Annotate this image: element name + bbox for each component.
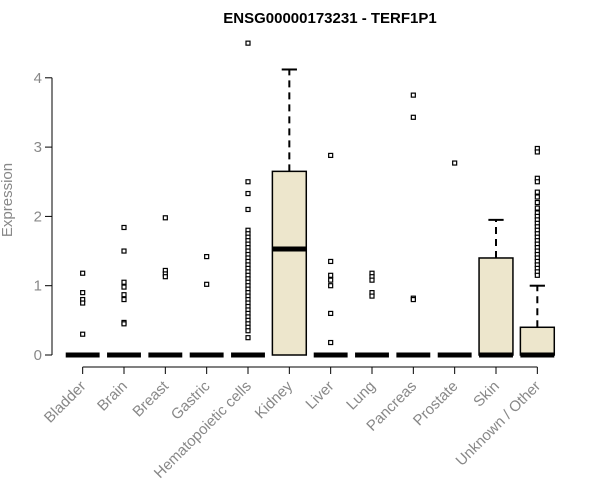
outlier-point [162, 274, 168, 280]
outlier-point [534, 149, 540, 155]
y-tick-label: 2 [34, 208, 42, 225]
x-tick-label: Bladder [41, 378, 90, 427]
chart-title: ENSG00000173231 - TERF1P1 [223, 10, 436, 27]
outlier-point [121, 296, 127, 303]
box-unknown-other [519, 145, 556, 358]
outlier-point [245, 40, 251, 46]
box-lung [355, 270, 389, 358]
y-tick-label: 4 [34, 70, 42, 87]
outlier-point [80, 290, 86, 296]
outlier-point [328, 258, 334, 265]
box-gastric [189, 253, 224, 358]
outlier-point [328, 310, 334, 317]
outlier-point [245, 328, 251, 334]
outlier-point [328, 152, 334, 159]
boxes-layer [65, 40, 556, 358]
x-tick-label: Breast [129, 377, 172, 420]
outlier-point [452, 160, 458, 166]
box-kidney [271, 68, 308, 356]
outlier-point [410, 114, 416, 120]
box-body [271, 170, 308, 356]
outlier-point [410, 296, 416, 303]
outlier-point [328, 277, 334, 283]
outlier-point [410, 92, 416, 98]
outlier-point [245, 190, 251, 197]
outlier-point [534, 189, 540, 195]
outlier-point [534, 179, 540, 185]
outlier-point [80, 270, 86, 276]
outlier-point [121, 284, 127, 290]
y-tick-label: 0 [34, 347, 42, 364]
outlier-point [328, 283, 334, 289]
x-tick-label: Kidney [252, 377, 297, 422]
outlier-point [121, 321, 127, 327]
outlier-point [204, 253, 210, 260]
y-axis: 0 1 2 3 4 [34, 70, 53, 364]
outlier-point [534, 205, 540, 211]
outlier-point [369, 277, 375, 283]
y-tick-label: 1 [34, 278, 42, 295]
box-pancreas [396, 92, 431, 358]
box-bladder [65, 270, 100, 358]
outlier-point [162, 215, 168, 221]
outlier-point [121, 248, 127, 254]
x-tick-label: Prostate [410, 378, 462, 430]
box-brain [107, 224, 141, 358]
outlier-point [328, 339, 334, 346]
box-breast [148, 215, 183, 358]
x-tick-label: Liver [302, 378, 337, 413]
box-body [519, 326, 556, 356]
y-axis-title: Expression [0, 163, 16, 237]
outlier-point [328, 272, 334, 278]
outlier-point [534, 194, 540, 200]
y-tick-label: 3 [34, 139, 42, 156]
outlier-point [121, 292, 127, 298]
outlier-point [534, 199, 540, 206]
box-skin [478, 218, 514, 358]
outlier-point [121, 224, 127, 231]
outlier-point [245, 335, 251, 341]
outlier-point [369, 293, 375, 299]
box-body [478, 257, 514, 356]
outlier-point [121, 279, 127, 285]
x-tick-label: Skin [470, 378, 503, 411]
box-hematopoietic-cells [231, 40, 265, 358]
box-liver [313, 152, 348, 358]
x-axis [82, 366, 538, 374]
x-tick-label: Lung [343, 378, 379, 414]
outlier-point [80, 300, 86, 306]
outlier-point [245, 206, 251, 213]
x-tick-label: Brain [94, 378, 131, 415]
box-prostate [437, 160, 472, 358]
outlier-point [534, 272, 540, 278]
outlier-point [80, 331, 86, 337]
outlier-point [245, 179, 251, 185]
outlier-point [204, 281, 210, 287]
